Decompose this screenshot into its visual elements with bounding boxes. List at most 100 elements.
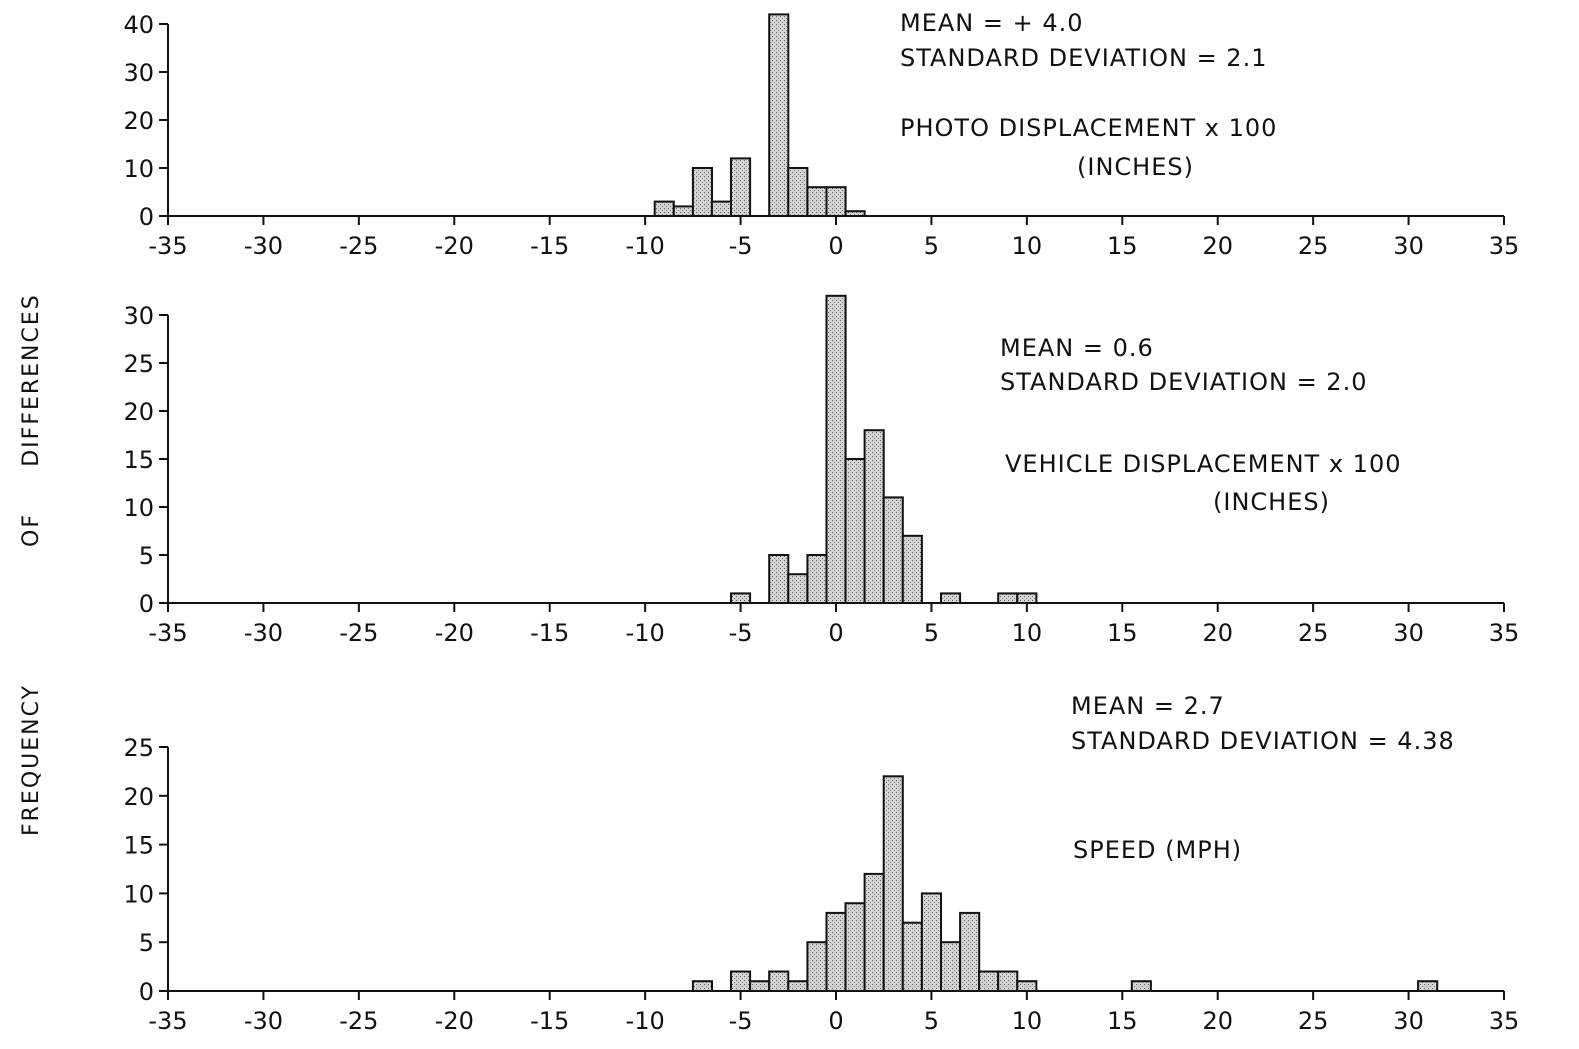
y-tick-label: 20 [123, 107, 154, 135]
x-tick-label: -15 [530, 232, 569, 260]
x-tick-label: -5 [729, 1007, 753, 1035]
x-tick-label: 15 [1107, 619, 1138, 647]
x-tick-label: 5 [924, 1007, 939, 1035]
bar-x-9 [653, 200, 675, 218]
mean-annotation: MEAN = 0.6 [1000, 334, 1154, 362]
bar-x-3 [768, 554, 790, 604]
y-tick-label: 25 [123, 350, 154, 378]
panel-speed: -35 -30 -25 -20 -15 -10 -5 0 5 10 15 20 25 30 35 0 5 10 15… [123, 692, 1519, 1035]
bar-x10 [1016, 980, 1038, 993]
x-tick-label: -35 [148, 232, 187, 260]
bar-x2 [863, 872, 885, 993]
bar-x-1 [806, 554, 828, 604]
y-tick-label: 30 [123, 302, 154, 330]
x-tick-label: 35 [1489, 1007, 1520, 1035]
bar-x4 [901, 534, 923, 604]
y-tick-label: 40 [123, 11, 154, 39]
x-tick-label: 15 [1107, 1007, 1138, 1035]
y-tick-label: 15 [123, 446, 154, 474]
bar-x3 [882, 775, 904, 992]
x-tick-label: 20 [1202, 232, 1233, 260]
x-tick-label: -10 [626, 619, 665, 647]
bar-x-4 [749, 980, 771, 993]
x-tick-label: 10 [1012, 1007, 1043, 1035]
x-tick-label: 30 [1393, 232, 1424, 260]
bar-x-1 [806, 941, 828, 993]
bar-x8 [978, 970, 1000, 992]
y-tick-label: 0 [139, 978, 154, 1006]
x-tick-label: -35 [148, 1007, 187, 1035]
x-tick-label: -30 [244, 1007, 283, 1035]
y-tick-label: 10 [123, 155, 154, 183]
bar-x1 [844, 902, 866, 993]
y-tick-label: 20 [123, 783, 154, 811]
x-tick-label: -5 [729, 232, 753, 260]
panel-annotations: MEAN = + 4.0 STANDARD DEVIATION = 2.1 PH… [900, 9, 1277, 181]
bar-x-3 [768, 13, 790, 218]
y-tick-label: 25 [123, 734, 154, 762]
x-tick-label: -10 [626, 1007, 665, 1035]
x-tick-label: 5 [924, 619, 939, 647]
bar-x-1 [806, 186, 828, 217]
bar-x0 [825, 294, 847, 604]
x-tick-label: 0 [828, 232, 843, 260]
axes-group: -35 -30 -25 -20 -15 -10 -5 0 5 10 15 20 25 30 35 0 5 10 15… [123, 302, 1519, 647]
bar-x-8 [672, 205, 694, 217]
y-tick-label: 10 [123, 880, 154, 908]
panel-annotations: MEAN = 0.6 STANDARD DEVIATION = 2.0 VEHI… [1000, 334, 1401, 516]
mean-annotation: MEAN = + 4.0 [900, 9, 1084, 37]
bar-x5 [920, 892, 943, 993]
bar-x-6 [710, 200, 733, 218]
x-tick-label: 25 [1298, 619, 1329, 647]
y-axis-label-part-1: FREQUENCY [19, 684, 44, 836]
x-tick-label: 5 [924, 232, 939, 260]
panel-annotations: MEAN = 2.7 STANDARD DEVIATION = 4.38 SPE… [1071, 692, 1455, 864]
bar-x3 [882, 496, 904, 604]
bar-x31 [1417, 980, 1439, 993]
x-tick-label: 10 [1012, 619, 1043, 647]
y-tick-label: 15 [123, 832, 154, 860]
x-tick-label: -15 [530, 619, 569, 647]
x-tick-label: 35 [1489, 619, 1520, 647]
bar-x-3 [768, 970, 790, 992]
bar-x9 [997, 592, 1019, 605]
y-axis-label: FREQUENCY OF DIFFERENCES [19, 293, 44, 836]
x-tick-label: 20 [1202, 619, 1233, 647]
y-tick-label: 0 [139, 590, 154, 618]
x-tick-label: 35 [1489, 232, 1520, 260]
bar-x10 [1016, 592, 1038, 605]
bars-group [691, 775, 1439, 993]
x-tick-label: 0 [828, 1007, 843, 1035]
y-tick-label: 20 [123, 398, 154, 426]
bar-x16 [1130, 980, 1152, 993]
x-tick-label: -15 [530, 1007, 569, 1035]
x-tick-label: -30 [244, 232, 283, 260]
std-annotation: STANDARD DEVIATION = 4.38 [1071, 727, 1455, 755]
x-tick-label: -25 [339, 232, 378, 260]
x-tick-label: 25 [1298, 1007, 1329, 1035]
bar-x0 [825, 911, 847, 993]
x-tick-label: 0 [828, 619, 843, 647]
bar-x-5 [730, 970, 752, 992]
unit-label: (INCHES) [1213, 488, 1330, 516]
x-tick-label: -25 [339, 619, 378, 647]
bar-x6 [940, 941, 962, 993]
bars-group [730, 294, 1038, 605]
y-tick-label: 10 [123, 494, 154, 522]
y-tick-label: 0 [139, 203, 154, 231]
panel-vehicle-displacement: -35 -30 -25 -20 -15 -10 -5 0 5 10 15 20 25 30 35 0 5 10 15… [123, 294, 1519, 647]
mean-annotation: MEAN = 2.7 [1071, 692, 1225, 720]
variable-title: SPEED (MPH) [1073, 836, 1242, 864]
y-tick-label: 5 [139, 929, 154, 957]
bar-x-2 [787, 980, 809, 993]
x-tick-label: -20 [435, 232, 474, 260]
panel-photo-displacement: -35 -30 -25 -20 -15 -10 -5 0 5 10 15 20 25 30 35 0 10 20 3… [123, 9, 1519, 260]
variable-title: PHOTO DISPLACEMENT x 100 [900, 114, 1277, 142]
y-tick-label: 30 [123, 59, 154, 87]
bar-x-5 [730, 157, 752, 217]
bar-x9 [997, 970, 1019, 992]
x-tick-label: 15 [1107, 232, 1138, 260]
bars-group [653, 13, 866, 218]
x-tick-label: -20 [435, 1007, 474, 1035]
